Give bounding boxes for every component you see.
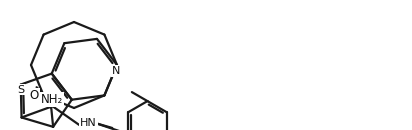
Text: NH₂: NH₂ bbox=[41, 93, 63, 106]
Text: N: N bbox=[112, 66, 120, 76]
Text: O: O bbox=[29, 89, 39, 102]
Text: HN: HN bbox=[80, 118, 97, 128]
Text: S: S bbox=[17, 85, 24, 95]
